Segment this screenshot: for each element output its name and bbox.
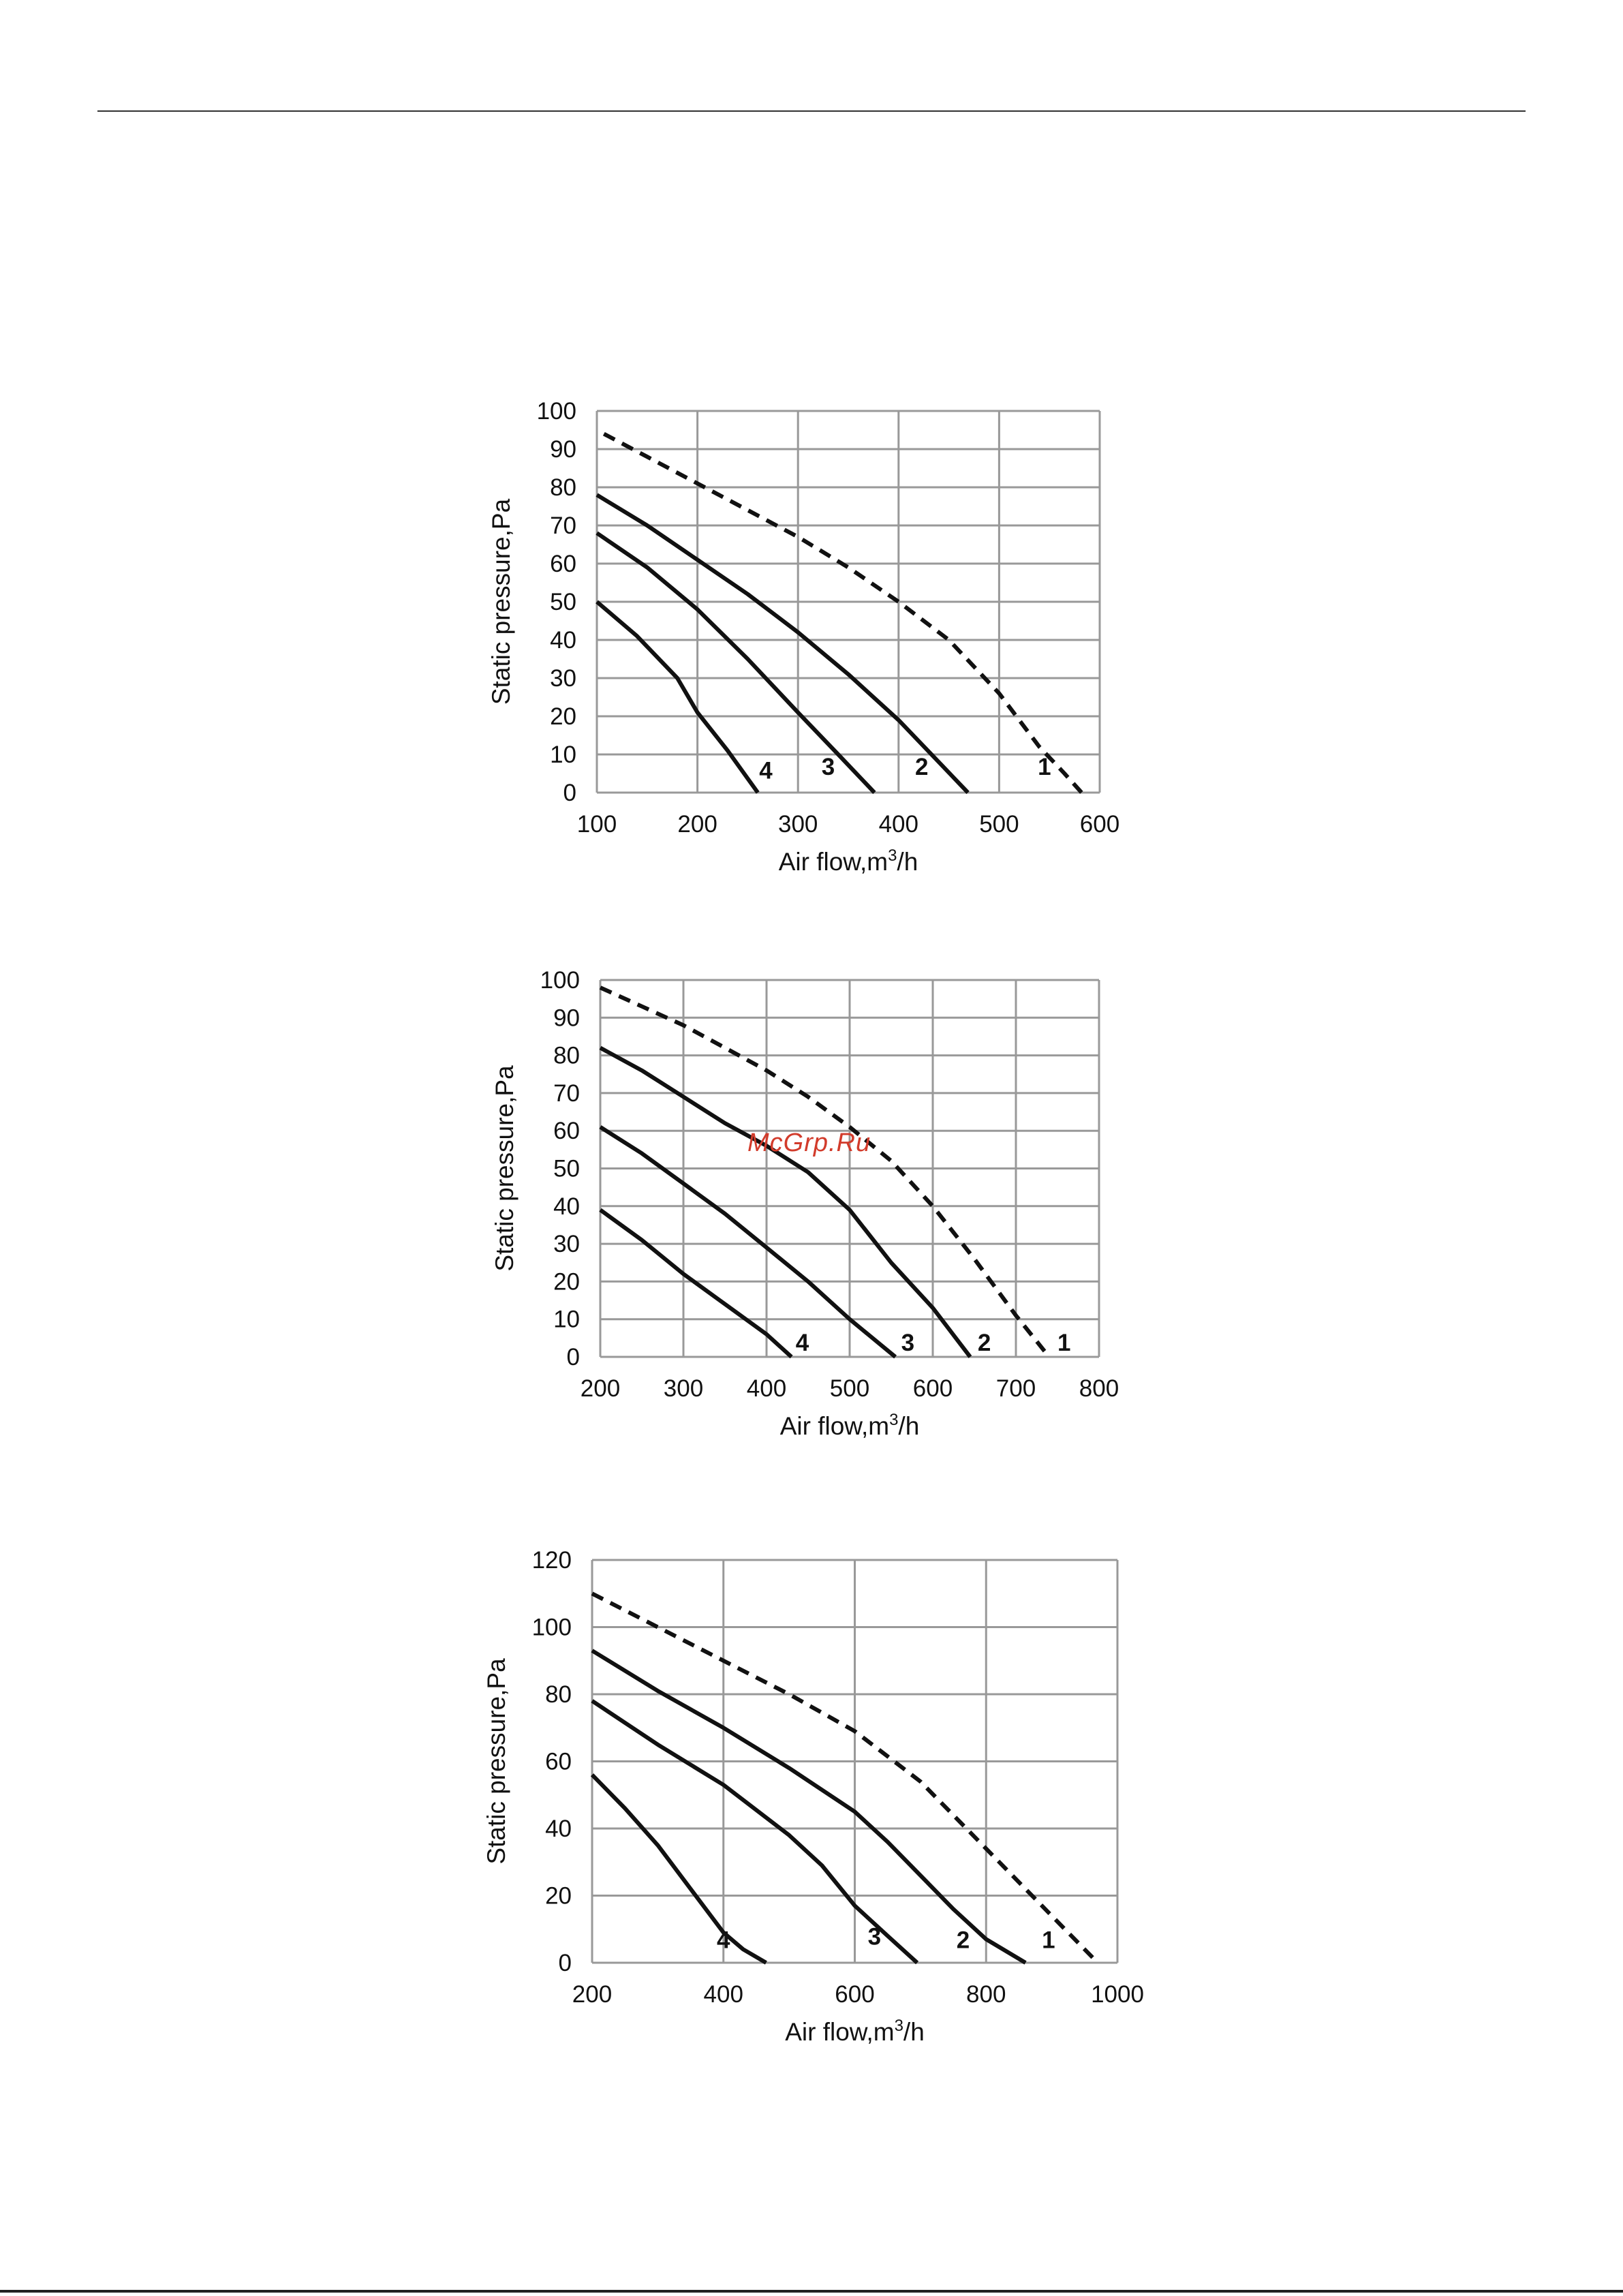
y-tick-label: 0 — [563, 780, 576, 806]
x-tick-label: 1000 — [1091, 1981, 1144, 2008]
x-axis-label: Air flow,m3/h — [785, 2017, 925, 2046]
x-axis-label: Air flow,m3/h — [780, 1411, 920, 1440]
y-tick-label: 70 — [553, 1080, 580, 1107]
series-2-label: 2 — [978, 1330, 991, 1356]
x-tick-label: 400 — [704, 1981, 743, 2008]
series-2-label: 2 — [915, 754, 928, 780]
x-tick-label: 500 — [979, 811, 1019, 838]
x-tick-label: 700 — [996, 1375, 1036, 1402]
series-4-line — [590, 1773, 767, 1965]
y-tick-label: 90 — [550, 436, 576, 463]
y-tick-label: 50 — [550, 589, 576, 615]
series-1-line — [591, 1591, 1100, 1965]
y-tick-label: 100 — [540, 967, 580, 994]
series-3-label: 3 — [868, 1924, 881, 1950]
x-tick-label: 200 — [677, 811, 717, 838]
series-4-label: 4 — [796, 1330, 809, 1356]
y-tick-label: 60 — [553, 1118, 580, 1144]
x-axis-label: Air flow,m3/h — [779, 846, 918, 876]
y-tick-label: 0 — [559, 1950, 572, 1976]
y-axis-label: Static pressure,Pa — [487, 498, 515, 705]
y-tick-label: 100 — [532, 1614, 572, 1641]
y-tick-label: 40 — [550, 627, 576, 654]
series-1-label: 1 — [1057, 1330, 1070, 1356]
series-4-label: 4 — [717, 1927, 730, 1954]
y-tick-label: 50 — [553, 1156, 580, 1182]
x-tick-label: 200 — [572, 1981, 612, 2008]
y-tick-label: 10 — [553, 1306, 580, 1333]
x-tick-label: 600 — [835, 1981, 874, 2008]
x-tick-label: 600 — [913, 1375, 953, 1402]
chart-3: 200 400 600 800 1000 0 20 40 60 80 100 120 Air flow,… — [482, 1547, 1144, 2046]
y-tick-label: 30 — [553, 1231, 580, 1257]
x-tick-label: 400 — [879, 811, 918, 838]
y-tick-label: 80 — [550, 474, 576, 501]
x-tick-label: 300 — [778, 811, 818, 838]
series-4-line — [599, 1208, 793, 1359]
y-tick-label: 0 — [567, 1344, 580, 1371]
x-tick-label: 500 — [830, 1375, 869, 1402]
chart-2: 200 300 400 500 600 700 800 0 10 20 30 40 50 60 70 80 90… — [491, 967, 1119, 1440]
series-3-line — [599, 1125, 897, 1359]
x-tick-label: 400 — [747, 1375, 786, 1402]
y-tick-label: 40 — [545, 1816, 572, 1842]
chart-1: 100 200 300 400 500 600 0 10 20 30 40 50 60 70 80 90 100… — [487, 398, 1119, 876]
y-tick-label: 70 — [550, 512, 576, 539]
series-3-line — [596, 531, 876, 795]
y-tick-label: 80 — [545, 1681, 572, 1708]
y-tick-label: 40 — [553, 1193, 580, 1220]
y-tick-label: 10 — [550, 741, 576, 768]
y-tick-label: 120 — [532, 1547, 572, 1574]
series-1-label: 1 — [1038, 754, 1051, 780]
x-tick-label: 100 — [577, 811, 617, 838]
series-1-label: 1 — [1042, 1927, 1055, 1954]
y-tick-label: 30 — [550, 665, 576, 692]
series-3-label: 3 — [901, 1330, 914, 1356]
x-tick-label: 600 — [1080, 811, 1119, 838]
y-tick-label: 20 — [550, 703, 576, 730]
y-axis-label: Static pressure,Pa — [491, 1065, 519, 1272]
series-3-line — [591, 1699, 919, 1965]
x-tick-label: 800 — [1079, 1375, 1119, 1402]
series-1-line — [602, 431, 1083, 795]
x-tick-label: 300 — [664, 1375, 703, 1402]
series-3-label: 3 — [822, 754, 835, 780]
bottom-rule — [0, 2290, 1623, 2293]
y-tick-label: 90 — [553, 1005, 580, 1031]
y-tick-label: 100 — [537, 398, 576, 425]
series-4-label: 4 — [759, 757, 773, 784]
y-tick-label: 60 — [545, 1749, 572, 1775]
series-2-line — [591, 1649, 1027, 1965]
watermark-text: McGrp.Ru — [747, 1129, 871, 1157]
y-tick-label: 20 — [545, 1883, 572, 1910]
top-rule — [97, 110, 1526, 112]
y-tick-label: 80 — [553, 1043, 580, 1069]
series-2-label: 2 — [957, 1927, 970, 1954]
series-2-line — [596, 493, 970, 795]
series-2-line — [599, 1045, 972, 1358]
x-tick-label: 200 — [581, 1375, 620, 1402]
series-4-line — [596, 600, 760, 794]
series-1-line — [599, 985, 1051, 1358]
y-tick-label: 20 — [553, 1268, 580, 1295]
x-tick-label: 800 — [966, 1981, 1006, 2008]
y-axis-label: Static pressure,Pa — [482, 1658, 510, 1865]
y-tick-label: 60 — [550, 551, 576, 577]
